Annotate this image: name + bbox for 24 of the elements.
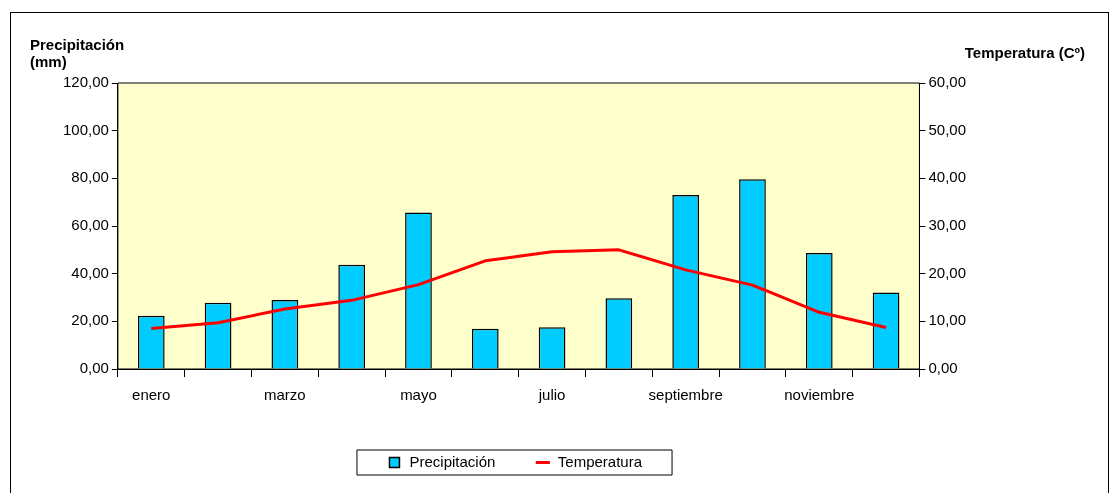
y-tick-label: 40,00 <box>71 263 109 281</box>
y-axis-title: Precipitación (mm) <box>30 35 125 70</box>
x-tick-label: mayo <box>400 386 437 404</box>
y-tick-label: 0,00 <box>79 359 109 377</box>
y2-tick-label: 20,00 <box>928 263 967 281</box>
legend-label: Precipitación <box>409 452 496 470</box>
x-tick-label: julio <box>537 386 566 404</box>
y2-axis-title: Temperatura (Cº) <box>964 43 1085 61</box>
y-tick-label: 60,00 <box>71 216 109 234</box>
y-tick-label: 100,00 <box>62 120 109 138</box>
y2-tick-label: 60,00 <box>928 73 967 91</box>
y-tick-label: 20,00 <box>71 311 109 329</box>
y2-tick-label: 10,00 <box>928 311 967 329</box>
x-tick-label: noviembre <box>784 386 855 404</box>
x-tick-label: septiembre <box>648 386 723 404</box>
y-tick-label: 80,00 <box>71 168 109 186</box>
x-tick-label: enero <box>132 386 171 404</box>
y2-tick-label: 40,00 <box>928 168 967 186</box>
y2-tick-label: 50,00 <box>928 120 967 138</box>
y2-tick-label: 0,00 <box>928 359 958 377</box>
x-tick-label: marzo <box>264 386 306 404</box>
legend-label: Temperatura <box>557 452 643 470</box>
y-tick-label: 120,00 <box>62 73 109 91</box>
y2-tick-label: 30,00 <box>928 216 967 234</box>
